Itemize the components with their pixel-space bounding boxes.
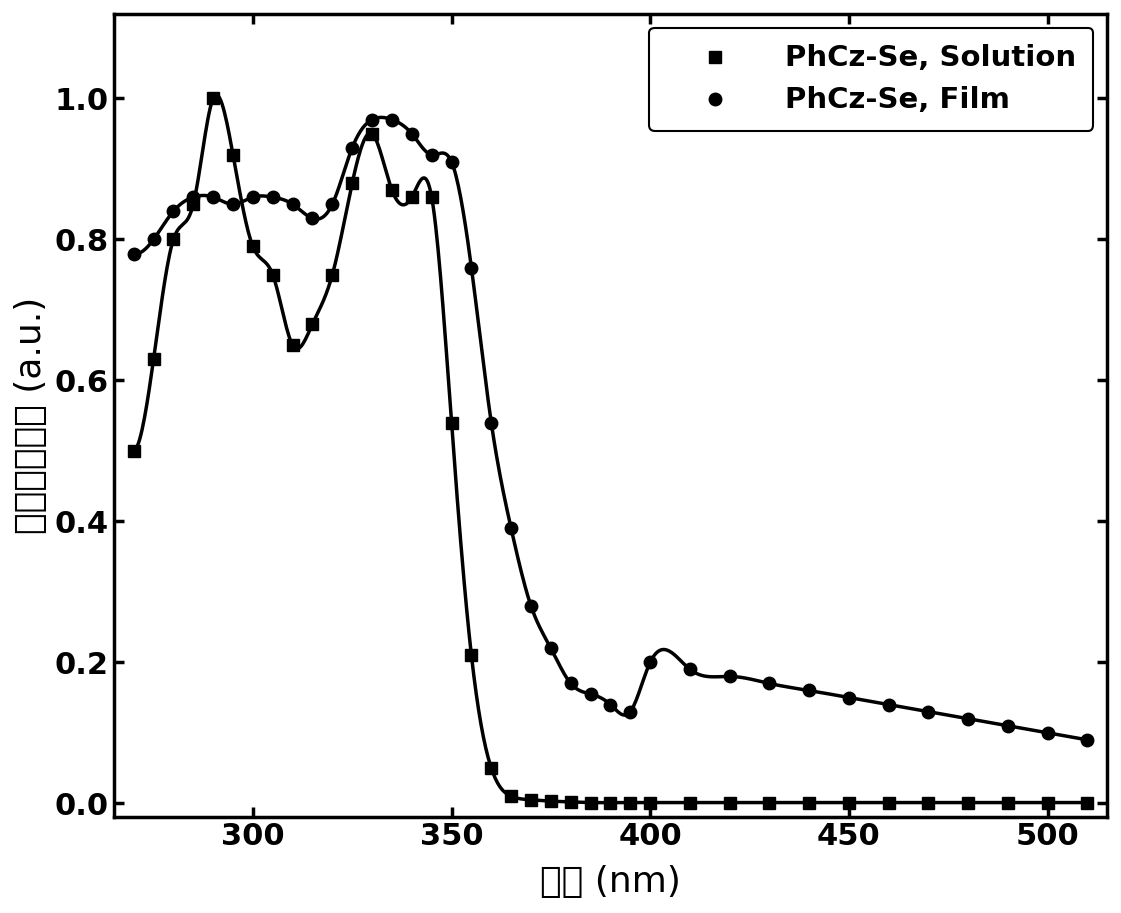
PhCz-Se, Solution bbox=[147, 353, 160, 364]
PhCz-Se, Solution bbox=[584, 797, 597, 808]
PhCz-Se, Solution bbox=[247, 241, 260, 252]
PhCz-Se, Film bbox=[186, 192, 200, 203]
PhCz-Se, Solution bbox=[266, 269, 279, 280]
PhCz-Se, Film bbox=[325, 199, 339, 210]
PhCz-Se, Film bbox=[643, 656, 657, 667]
PhCz-Se, Film bbox=[525, 601, 538, 612]
PhCz-Se, Film bbox=[365, 114, 379, 125]
PhCz-Se, Solution bbox=[525, 794, 538, 805]
PhCz-Se, Solution bbox=[623, 797, 637, 808]
PhCz-Se, Film bbox=[683, 664, 696, 675]
PhCz-Se, Solution bbox=[465, 650, 479, 661]
Y-axis label: 归一化吸光度 (a.u.): 归一化吸光度 (a.u.) bbox=[13, 297, 48, 534]
PhCz-Se, Solution bbox=[1081, 797, 1094, 808]
PhCz-Se, Solution bbox=[186, 199, 200, 210]
PhCz-Se, Film bbox=[504, 523, 518, 534]
PhCz-Se, Solution bbox=[683, 797, 696, 808]
PhCz-Se, Solution bbox=[484, 762, 498, 773]
PhCz-Se, Film bbox=[623, 706, 637, 717]
PhCz-Se, Film bbox=[206, 192, 220, 203]
PhCz-Se, Solution bbox=[564, 796, 577, 807]
PhCz-Se, Solution bbox=[544, 795, 557, 806]
PhCz-Se, Solution bbox=[365, 128, 379, 139]
PhCz-Se, Film bbox=[604, 699, 618, 710]
PhCz-Se, Film bbox=[127, 248, 140, 259]
PhCz-Se, Solution bbox=[405, 192, 418, 203]
PhCz-Se, Solution bbox=[803, 797, 816, 808]
PhCz-Se, Film bbox=[962, 713, 975, 724]
Line: PhCz-Se, Solution: PhCz-Se, Solution bbox=[128, 92, 1093, 809]
PhCz-Se, Film bbox=[226, 199, 240, 210]
PhCz-Se, Solution bbox=[1001, 797, 1015, 808]
PhCz-Se, Solution bbox=[206, 93, 220, 104]
PhCz-Se, Solution bbox=[723, 797, 736, 808]
PhCz-Se, Film bbox=[386, 114, 399, 125]
PhCz-Se, Film bbox=[544, 643, 557, 654]
PhCz-Se, Film bbox=[247, 192, 260, 203]
PhCz-Se, Film bbox=[465, 262, 479, 273]
PhCz-Se, Film bbox=[425, 150, 438, 161]
PhCz-Se, Film bbox=[345, 142, 359, 153]
PhCz-Se, Solution bbox=[345, 177, 359, 188]
PhCz-Se, Film bbox=[842, 692, 855, 703]
PhCz-Se, Film bbox=[1081, 734, 1094, 745]
PhCz-Se, Film bbox=[762, 678, 776, 689]
PhCz-Se, Solution bbox=[643, 797, 657, 808]
PhCz-Se, Film bbox=[405, 128, 418, 139]
PhCz-Se, Film bbox=[445, 156, 458, 167]
PhCz-Se, Solution bbox=[921, 797, 935, 808]
PhCz-Se, Solution bbox=[762, 797, 776, 808]
PhCz-Se, Solution bbox=[226, 150, 240, 161]
PhCz-Se, Film bbox=[882, 699, 896, 710]
PhCz-Se, Film bbox=[564, 678, 577, 689]
PhCz-Se, Solution bbox=[127, 446, 140, 456]
PhCz-Se, Film bbox=[921, 706, 935, 717]
PhCz-Se, Solution bbox=[882, 797, 896, 808]
PhCz-Se, Film bbox=[266, 192, 279, 203]
PhCz-Se, Film bbox=[1040, 728, 1054, 739]
PhCz-Se, Solution bbox=[386, 184, 399, 195]
PhCz-Se, Solution bbox=[286, 340, 299, 351]
PhCz-Se, Solution bbox=[425, 192, 438, 203]
PhCz-Se, Solution bbox=[306, 319, 319, 330]
PhCz-Se, Solution bbox=[604, 797, 618, 808]
PhCz-Se, Solution bbox=[325, 269, 339, 280]
PhCz-Se, Film bbox=[167, 205, 180, 216]
X-axis label: 波长 (nm): 波长 (nm) bbox=[540, 866, 680, 899]
PhCz-Se, Film bbox=[1001, 720, 1015, 731]
PhCz-Se, Solution bbox=[962, 797, 975, 808]
PhCz-Se, Solution bbox=[1040, 797, 1054, 808]
PhCz-Se, Film bbox=[286, 199, 299, 210]
PhCz-Se, Film bbox=[147, 234, 160, 245]
PhCz-Se, Solution bbox=[504, 791, 518, 802]
PhCz-Se, Film bbox=[306, 213, 319, 224]
PhCz-Se, Film bbox=[584, 688, 597, 699]
PhCz-Se, Film bbox=[484, 417, 498, 428]
PhCz-Se, Film bbox=[803, 685, 816, 696]
PhCz-Se, Solution bbox=[167, 234, 180, 245]
PhCz-Se, Solution bbox=[842, 797, 855, 808]
Legend: PhCz-Se, Solution, PhCz-Se, Film: PhCz-Se, Solution, PhCz-Se, Film bbox=[649, 27, 1093, 131]
Line: PhCz-Se, Film: PhCz-Se, Film bbox=[128, 113, 1093, 746]
PhCz-Se, Film bbox=[723, 671, 736, 682]
PhCz-Se, Solution bbox=[445, 417, 458, 428]
